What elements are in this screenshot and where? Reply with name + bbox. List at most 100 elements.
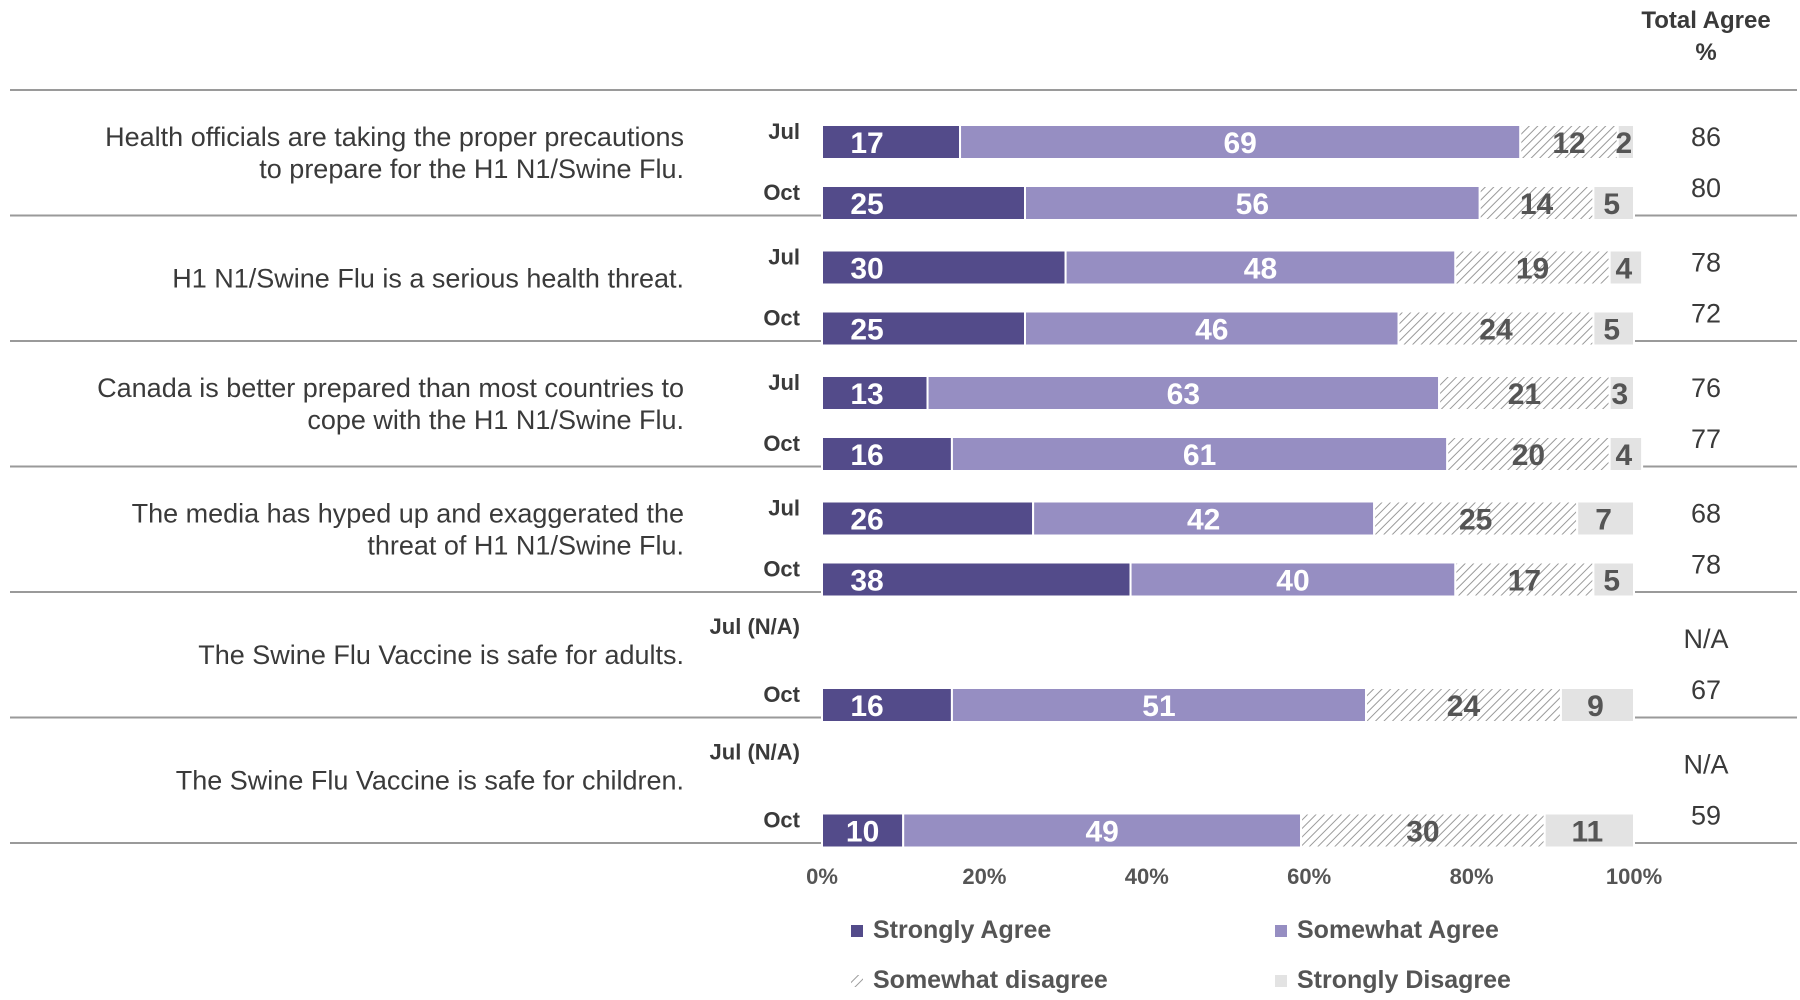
data-label: 10 [846, 816, 879, 849]
x-axis: 0% 20% 40% 60% 80% 100% [806, 864, 1662, 889]
data-label: 5 [1603, 314, 1620, 347]
total-agree-header: Total Agree% [1641, 7, 1770, 66]
bar-segment-strongly-disagree [1608, 249, 1644, 286]
total-agree-value: 68 [1691, 499, 1721, 529]
bar-segment-somewhat-agree [950, 687, 1368, 723]
bar-segment-strongly-agree [821, 561, 1132, 598]
data-label: 11 [1571, 816, 1603, 849]
data-label: 4 [1616, 439, 1633, 472]
data-label: 61 [1183, 439, 1216, 472]
data-label: 46 [1195, 314, 1228, 347]
data-label: 17 [1508, 565, 1541, 598]
statement-group: The media has hyped up and exaggerated t… [132, 496, 1721, 598]
x-tick-label: 20% [962, 864, 1006, 889]
bar-segment-somewhat-agree [1064, 249, 1457, 286]
statement-label: Health officials are taking the proper p… [105, 122, 684, 152]
bar-segment-strongly-agree [821, 249, 1067, 286]
bar-segment-somewhat-agree [959, 124, 1522, 160]
bar-segment-strongly-agree [821, 687, 953, 723]
period-label: Jul [768, 119, 800, 144]
total-agree-value: 77 [1691, 424, 1721, 454]
data-label: 24 [1479, 314, 1513, 347]
bar-segment-strongly-agree [821, 375, 929, 411]
statement-label: threat of H1 N1/Swine Flu. [367, 530, 684, 560]
total-agree-header-line1: Total Agree [1641, 7, 1770, 34]
data-label: 5 [1603, 188, 1620, 221]
total-agree-value: 76 [1691, 373, 1721, 403]
bar-segment-strongly-agree [821, 124, 962, 160]
legend-label: Strongly Disagree [1297, 966, 1511, 994]
data-label: 56 [1236, 188, 1269, 221]
statement-group: The Swine Flu Vaccine is safe for adults… [198, 614, 1729, 723]
data-label: 20 [1512, 439, 1545, 472]
bar-segment-somewhat-disagree [1454, 249, 1611, 286]
period-label: Jul (N/A) [710, 740, 800, 765]
legend-swatch [1275, 925, 1287, 937]
bar-segment-strongly-agree [821, 436, 953, 472]
total-agree-value: N/A [1683, 750, 1728, 780]
bar-segment-strongly-disagree [1559, 687, 1636, 723]
bar-segment-somewhat-disagree [1454, 561, 1595, 598]
legend-swatch [851, 925, 863, 937]
data-label: 25 [1459, 504, 1492, 537]
statement-label: cope with the H1 N1/Swine Flu. [307, 405, 684, 435]
bar-segment-strongly-disagree [1608, 436, 1644, 472]
x-tick-label: 80% [1450, 864, 1494, 889]
period-label: Oct [763, 306, 800, 331]
bar-segment-strongly-disagree [1608, 375, 1636, 411]
bar-segment-somewhat-disagree [1446, 436, 1611, 472]
data-label: 24 [1447, 690, 1481, 723]
data-label: 49 [1085, 816, 1118, 849]
data-label: 19 [1516, 253, 1549, 286]
bar-segment-somewhat-agree [1129, 561, 1457, 598]
data-label: 16 [850, 690, 883, 723]
data-label: 17 [850, 127, 883, 160]
total-agree-value: 78 [1691, 248, 1721, 278]
bar-segment-strongly-agree [821, 185, 1026, 221]
bar-segment-strongly-agree [821, 812, 905, 849]
bar-segment-strongly-disagree [1543, 812, 1636, 849]
x-tick-label: 60% [1287, 864, 1331, 889]
data-label: 3 [1611, 378, 1628, 411]
data-label: 51 [1142, 690, 1175, 723]
data-label: 13 [850, 378, 883, 411]
bar-segment-strongly-disagree [1576, 500, 1636, 537]
statement-label: Canada is better prepared than most coun… [97, 373, 684, 403]
legend-label: Strongly Agree [873, 916, 1051, 944]
total-agree-value: 67 [1691, 675, 1721, 705]
legend-label: Somewhat disagree [873, 966, 1108, 994]
data-label: 2 [1616, 127, 1633, 160]
data-label: 25 [850, 188, 883, 221]
data-label: 4 [1616, 253, 1633, 286]
data-label: 16 [850, 439, 883, 472]
x-tick-label: 40% [1125, 864, 1169, 889]
legend: Strongly Agree Somewhat Agree Somewhat dis… [851, 916, 1511, 994]
data-label: 25 [850, 314, 883, 347]
bar-segment-strongly-disagree [1592, 561, 1636, 598]
period-label: Oct [763, 180, 800, 205]
period-label: Jul [768, 496, 800, 521]
bar-segment-strongly-disagree [1592, 185, 1636, 221]
data-label: 42 [1187, 504, 1220, 537]
total-agree-value: N/A [1683, 624, 1728, 654]
data-label: 5 [1603, 565, 1620, 598]
data-label: 9 [1587, 690, 1604, 723]
legend-swatch [851, 975, 863, 987]
statement-label: H1 N1/Swine Flu is a serious health thre… [172, 263, 684, 293]
period-label: Oct [763, 431, 800, 456]
legend-label: Somewhat Agree [1297, 916, 1499, 944]
bar-segment-somewhat-agree [950, 436, 1449, 472]
statement-group: Canada is better prepared than most coun… [97, 370, 1721, 472]
statement-label: The media has hyped up and exaggerated t… [132, 498, 684, 528]
legend-swatch [1275, 975, 1287, 987]
bar-segment-strongly-disagree [1592, 310, 1636, 347]
bar-segment-somewhat-disagree [1478, 185, 1595, 221]
statement-group: H1 N1/Swine Flu is a serious health thre… [172, 245, 1721, 347]
data-label: 26 [850, 504, 883, 537]
bar-segment-somewhat-disagree [1519, 124, 1619, 160]
statement-label: The Swine Flu Vaccine is safe for adults… [198, 640, 684, 670]
x-tick-label: 100% [1606, 864, 1662, 889]
period-label: Oct [763, 808, 800, 833]
period-label: Jul [768, 370, 800, 395]
